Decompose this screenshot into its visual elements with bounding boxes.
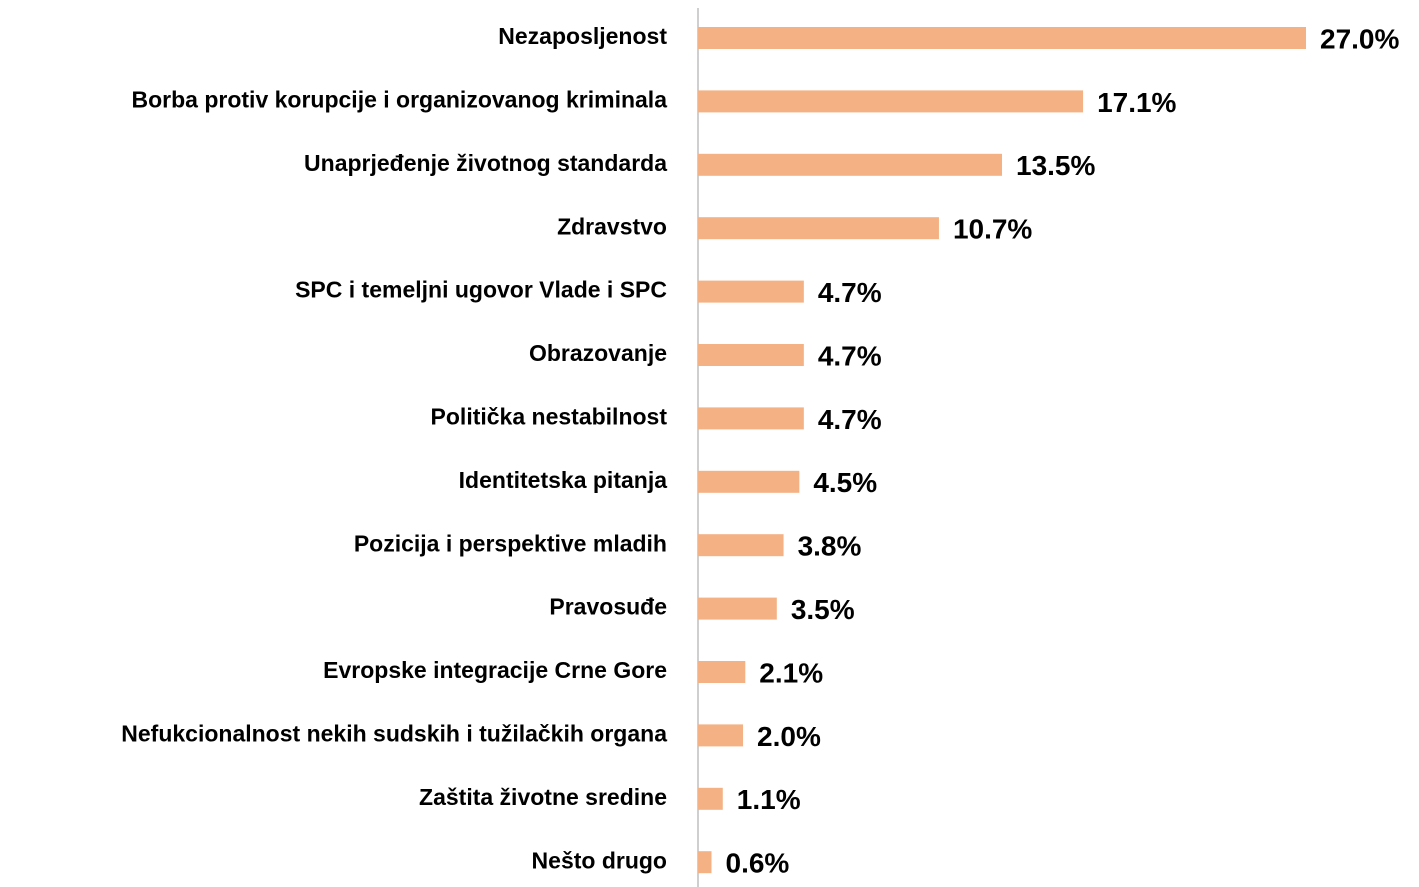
bar (698, 344, 804, 366)
bar (698, 661, 746, 683)
bar (698, 724, 744, 747)
value-label: 13.5% (1016, 150, 1095, 181)
category-label: Evropske integracije Crne Gore (323, 657, 667, 683)
bar (698, 407, 804, 430)
category-label: Obrazovanje (529, 340, 667, 366)
value-label: 4.7% (818, 277, 882, 308)
value-label: 17.1% (1097, 87, 1176, 118)
bar (698, 534, 784, 557)
bar (698, 27, 1306, 49)
value-label: 1.1% (737, 784, 801, 815)
value-label: 3.5% (791, 594, 855, 625)
category-label: Nešto drugo (532, 847, 667, 873)
category-label: Nefukcionalnost nekih sudskih i tužilačk… (121, 720, 667, 746)
bar (698, 153, 1002, 176)
value-label: 3.8% (798, 531, 862, 562)
category-label: SPC i temeljni ugovor Vlade i SPC (295, 277, 667, 303)
category-label: Nezaposljenost (498, 23, 667, 49)
bar (698, 217, 939, 240)
bar (698, 597, 777, 620)
category-label: Politička nestabilnost (431, 403, 668, 429)
value-label: 4.7% (818, 340, 882, 371)
value-label: 2.1% (759, 657, 823, 688)
category-label: Zdravstvo (557, 213, 667, 239)
category-label: Unaprjeđenje životnog standarda (304, 150, 667, 176)
value-label: 2.0% (757, 721, 821, 752)
value-label: 4.5% (813, 467, 877, 498)
category-label: Pravosuđe (549, 594, 667, 620)
value-label: 27.0% (1320, 23, 1399, 54)
bar (698, 787, 723, 810)
category-label: Borba protiv korupcije i organizovanog k… (132, 86, 668, 112)
value-label: 4.7% (818, 404, 882, 435)
bar (698, 280, 804, 303)
category-label: Zaštita životne sredine (419, 784, 667, 810)
category-label: Identitetska pitanja (459, 467, 668, 493)
value-label: 10.7% (953, 214, 1032, 245)
category-label: Pozicija i perspektive mladih (354, 530, 667, 556)
bar (698, 90, 1084, 113)
bar (698, 851, 712, 874)
value-label: 0.6% (726, 848, 790, 879)
bar (698, 470, 800, 493)
